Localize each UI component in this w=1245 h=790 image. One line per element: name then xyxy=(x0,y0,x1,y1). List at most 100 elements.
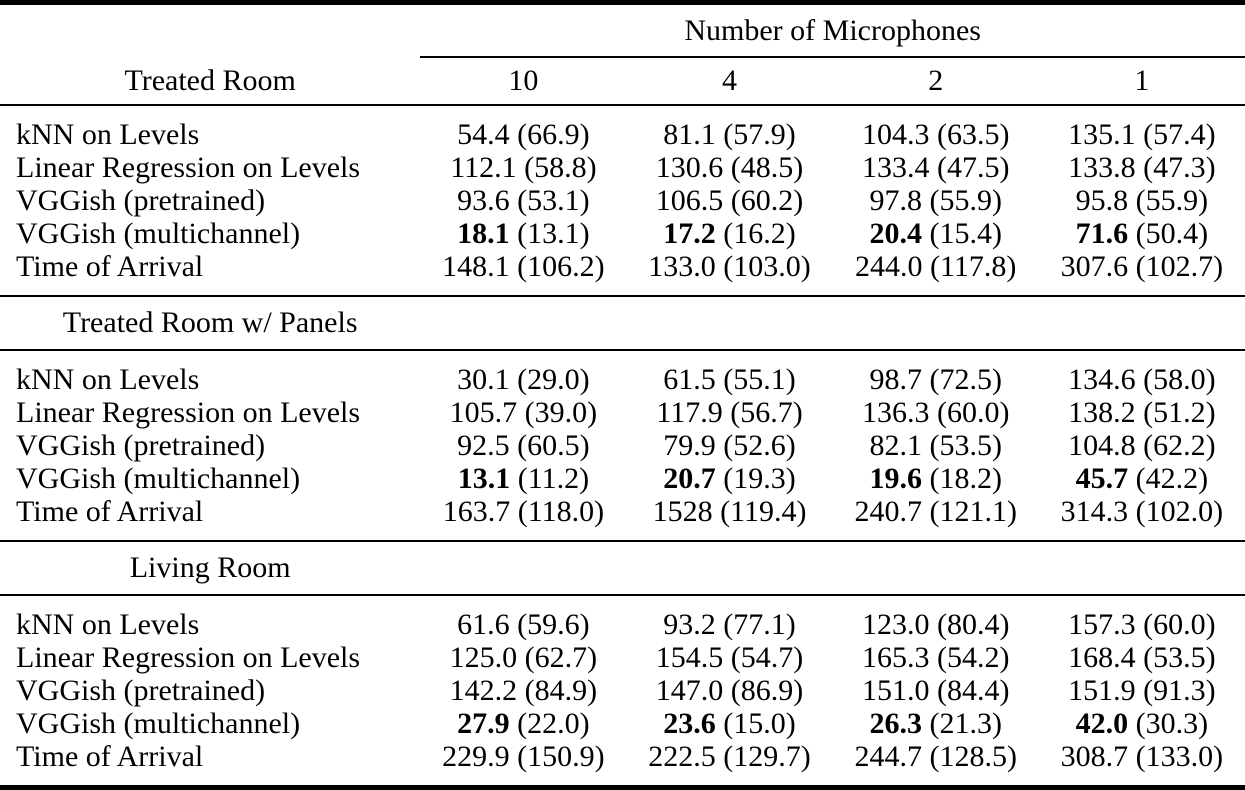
column-header-1: 1 xyxy=(1038,57,1245,106)
table-row: Linear Regression on Levels 125.0 (62.7) 1… xyxy=(0,641,1245,674)
mean-value: 151.0 xyxy=(861,674,930,707)
mean-value: 148.1 xyxy=(442,250,510,283)
method-label: VGGish (pretrained) xyxy=(16,429,266,462)
result-cell: 136.3 (60.0) xyxy=(833,396,1039,429)
method-label: Time of Arrival xyxy=(16,250,204,283)
result-cell: 30.1 (29.0) xyxy=(420,350,626,396)
result-cell: 112.1 (58.8) xyxy=(420,151,626,184)
mean-value: 104.3 xyxy=(861,118,930,151)
table-row: VGGish (multichannel) 13.1 (11.2) 20.7 (19… xyxy=(0,462,1245,495)
table-row: Linear Regression on Levels 112.1 (58.8) 1… xyxy=(0,151,1245,184)
mean-value: 244.0 xyxy=(855,250,923,283)
mean-value: 104.8 xyxy=(1068,429,1136,462)
std-value: (103.0) xyxy=(715,250,811,283)
std-value: (118.0) xyxy=(510,495,605,528)
section-title-spacer xyxy=(420,540,1245,596)
mean-value: 133.8 xyxy=(1068,151,1136,184)
result-cell: 19.6 (18.2) xyxy=(833,462,1039,495)
result-cell: 142.2 (84.9) xyxy=(420,674,626,707)
result-cell: 151.0 (84.4) xyxy=(833,674,1039,707)
result-cell: 133.8 (47.3) xyxy=(1039,151,1245,184)
mean-value: 222.5 xyxy=(648,740,716,773)
mean-value: 308.7 xyxy=(1060,740,1129,773)
method-label: VGGish (multichannel) xyxy=(16,217,301,250)
std-value: (66.9) xyxy=(509,118,590,151)
result-cell: 82.1 (53.5) xyxy=(833,429,1039,462)
std-value: (84.9) xyxy=(517,674,598,707)
std-value: (57.9) xyxy=(715,118,796,151)
table-row: kNN on Levels 61.6 (59.6) 93.2 (77.1) 123.0… xyxy=(0,595,1245,641)
result-cell: 13.1 (11.2) xyxy=(420,462,626,495)
column-group-row: Number of Microphones xyxy=(0,2,1245,58)
result-cell: 93.2 (77.1) xyxy=(626,595,832,641)
std-value: (77.1) xyxy=(715,608,796,641)
result-cell: 222.5 (129.7) xyxy=(626,740,832,788)
mean-value: 134.6 xyxy=(1068,363,1136,396)
result-cell: 42.0 (30.3) xyxy=(1039,707,1245,740)
mean-value: 54.4 xyxy=(457,118,510,151)
mean-value: 130.6 xyxy=(655,151,724,184)
mean-value: 244.7 xyxy=(854,740,922,773)
std-value: (129.7) xyxy=(715,740,811,773)
std-value: (55.9) xyxy=(1128,184,1209,217)
corner-header: Treated Room xyxy=(0,57,421,106)
result-cell: 133.4 (47.5) xyxy=(833,151,1039,184)
std-value: (54.7) xyxy=(723,641,804,674)
std-value: (119.4) xyxy=(712,495,807,528)
std-value: (15.0) xyxy=(715,707,796,740)
result-cell: 135.1 (57.4) xyxy=(1039,105,1245,151)
section-title-spacer xyxy=(420,295,1245,351)
result-cell: 95.8 (55.9) xyxy=(1039,184,1245,217)
std-value: (11.2) xyxy=(510,462,590,495)
table-row: VGGish (multichannel) 18.1 (13.1) 17.2 (16… xyxy=(0,217,1245,250)
result-cell: 23.6 (15.0) xyxy=(626,707,832,740)
result-cell: 26.3 (21.3) xyxy=(833,707,1039,740)
table-row: Time of Arrival 163.7 (118.0) 1528 (119.4)… xyxy=(0,495,1245,541)
std-value: (21.3) xyxy=(921,707,1002,740)
result-cell: 147.0 (86.9) xyxy=(626,674,832,707)
section-header-row: Living Room xyxy=(0,540,1245,596)
result-cell: 71.6 (50.4) xyxy=(1039,217,1245,250)
result-cell: 20.4 (15.4) xyxy=(833,217,1039,250)
std-value: (16.2) xyxy=(715,217,796,250)
std-value: (50.4) xyxy=(1128,217,1209,250)
std-value: (58.8) xyxy=(516,151,597,184)
result-cell: 97.8 (55.9) xyxy=(833,184,1039,217)
mean-value: 19.6 xyxy=(869,462,922,495)
result-cell: 168.4 (53.5) xyxy=(1039,641,1245,674)
table-row: Time of Arrival 229.9 (150.9) 222.5 (129.7… xyxy=(0,740,1245,788)
result-cell: 240.7 (121.1) xyxy=(833,495,1039,541)
std-value: (59.6) xyxy=(509,608,590,641)
mean-value: 17.2 xyxy=(663,217,716,250)
result-cell: 1528 (119.4) xyxy=(626,495,832,541)
corner-spacer xyxy=(0,3,420,58)
table-row: VGGish (pretrained) 92.5 (60.5) 79.9 (52.6… xyxy=(0,429,1245,462)
result-cell: 117.9 (56.7) xyxy=(626,396,832,429)
std-value: (19.3) xyxy=(715,462,796,495)
result-cell: 98.7 (72.5) xyxy=(833,350,1039,396)
mean-value: 112.1 xyxy=(450,151,517,184)
mean-value: 23.6 xyxy=(663,707,716,740)
result-cell: 165.3 (54.2) xyxy=(833,641,1039,674)
mean-value: 97.8 xyxy=(869,184,922,217)
method-label: kNN on Levels xyxy=(16,608,200,641)
std-value: (15.4) xyxy=(921,217,1002,250)
mean-value: 307.6 xyxy=(1060,250,1129,283)
method-label: VGGish (multichannel) xyxy=(16,462,301,495)
mean-value: 314.3 xyxy=(1060,495,1129,528)
std-value: (53.5) xyxy=(1135,641,1216,674)
mean-value: 133.4 xyxy=(861,151,930,184)
mean-value: 106.5 xyxy=(655,184,724,217)
method-label: Linear Regression on Levels xyxy=(16,151,361,184)
std-value: (53.5) xyxy=(921,429,1002,462)
result-cell: 27.9 (22.0) xyxy=(420,707,626,740)
result-cell: 307.6 (102.7) xyxy=(1039,250,1245,296)
mean-value: 13.1 xyxy=(457,462,511,495)
mean-value: 117.9 xyxy=(656,396,723,429)
method-label: Time of Arrival xyxy=(16,495,204,528)
std-value: (47.3) xyxy=(1135,151,1216,184)
result-cell: 105.7 (39.0) xyxy=(420,396,626,429)
result-cell: 157.3 (60.0) xyxy=(1039,595,1245,641)
std-value: (63.5) xyxy=(929,118,1010,151)
column-header-row: Treated Room 10 4 2 1 xyxy=(0,57,1245,106)
